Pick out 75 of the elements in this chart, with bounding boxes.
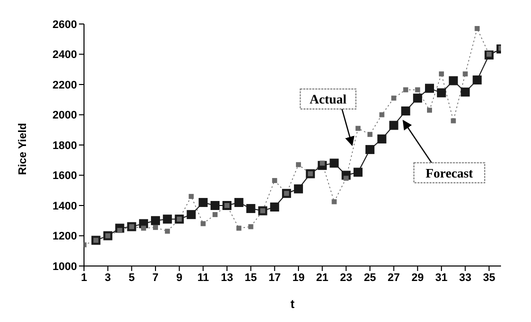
point — [379, 112, 384, 118]
x-tick-label: 25 — [364, 272, 376, 284]
point — [332, 199, 337, 204]
point — [415, 87, 420, 92]
y-tick-label: 1800 — [52, 140, 77, 152]
point — [188, 194, 194, 199]
y-tick-label: 1200 — [52, 230, 77, 243]
x-tick-label: 27 — [388, 272, 400, 284]
annotation: Actual — [310, 92, 347, 106]
point — [200, 221, 206, 226]
point — [438, 71, 444, 76]
point — [448, 76, 458, 86]
point — [234, 198, 244, 207]
point — [425, 84, 434, 93]
point — [270, 202, 280, 212]
point — [391, 96, 396, 101]
point — [460, 88, 470, 97]
y-tick-label: 2400 — [52, 49, 77, 62]
point — [474, 26, 480, 32]
y-tick-label: 2200 — [52, 79, 77, 92]
y-axis-title: Rice Yield — [16, 123, 29, 175]
point — [365, 145, 374, 154]
point — [330, 158, 339, 168]
point — [150, 216, 160, 226]
point — [472, 75, 482, 84]
point — [272, 178, 278, 184]
x-tick-label: 33 — [459, 272, 472, 284]
x-tick-label: 5 — [128, 272, 135, 284]
x-tick-label: 31 — [435, 272, 448, 284]
x-tick-label: 23 — [340, 272, 352, 284]
point — [162, 214, 172, 224]
point — [356, 126, 361, 131]
point — [294, 184, 303, 194]
point — [296, 162, 301, 168]
y-tick-label: 1400 — [52, 200, 77, 212]
x-tick-label: 7 — [152, 272, 159, 284]
x-tick-label: 35 — [482, 272, 496, 284]
point — [198, 198, 208, 207]
x-tick-label: 17 — [268, 272, 281, 284]
y-tick-label: 1000 — [52, 260, 77, 273]
point — [389, 120, 398, 130]
point — [164, 228, 170, 234]
x-tick-label: 3 — [104, 272, 111, 284]
point — [413, 94, 422, 103]
x-tick-label: 9 — [176, 272, 182, 284]
x-tick-label: 13 — [220, 272, 234, 284]
point — [377, 134, 386, 144]
point — [403, 87, 408, 92]
point — [427, 108, 432, 113]
x-tick-label: 19 — [292, 272, 305, 284]
point — [344, 176, 349, 181]
point — [152, 224, 158, 230]
x-tick-label: 11 — [197, 272, 209, 284]
point — [210, 201, 220, 210]
y-tick-label: 2600 — [52, 18, 77, 31]
point — [367, 132, 372, 137]
x-tick-label: 21 — [316, 272, 328, 284]
point — [401, 106, 410, 116]
x-tick-label: 29 — [411, 272, 424, 284]
x-axis-title: t — [290, 297, 294, 311]
point — [141, 226, 146, 231]
annotation: Forecast — [426, 165, 474, 180]
point — [354, 168, 363, 177]
y-tick-label: 2000 — [52, 110, 77, 122]
point — [186, 210, 196, 220]
point — [236, 226, 242, 231]
x-tick-label: 15 — [244, 272, 257, 284]
x-tick-label: 1 — [80, 272, 88, 284]
point — [436, 88, 446, 98]
point — [450, 118, 456, 124]
point — [462, 71, 468, 76]
y-tick-label: 1600 — [52, 170, 77, 182]
point — [246, 204, 256, 214]
point — [212, 212, 218, 218]
point — [248, 224, 254, 230]
